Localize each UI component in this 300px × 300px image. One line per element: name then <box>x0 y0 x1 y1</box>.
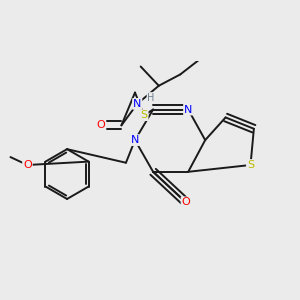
Text: N: N <box>133 99 141 109</box>
Text: H: H <box>147 93 155 103</box>
Text: S: S <box>247 160 254 170</box>
Text: N: N <box>131 135 139 145</box>
Text: O: O <box>23 160 32 170</box>
Text: S: S <box>140 110 148 120</box>
Text: O: O <box>182 197 190 207</box>
Text: O: O <box>97 120 105 130</box>
Text: N: N <box>184 104 192 115</box>
